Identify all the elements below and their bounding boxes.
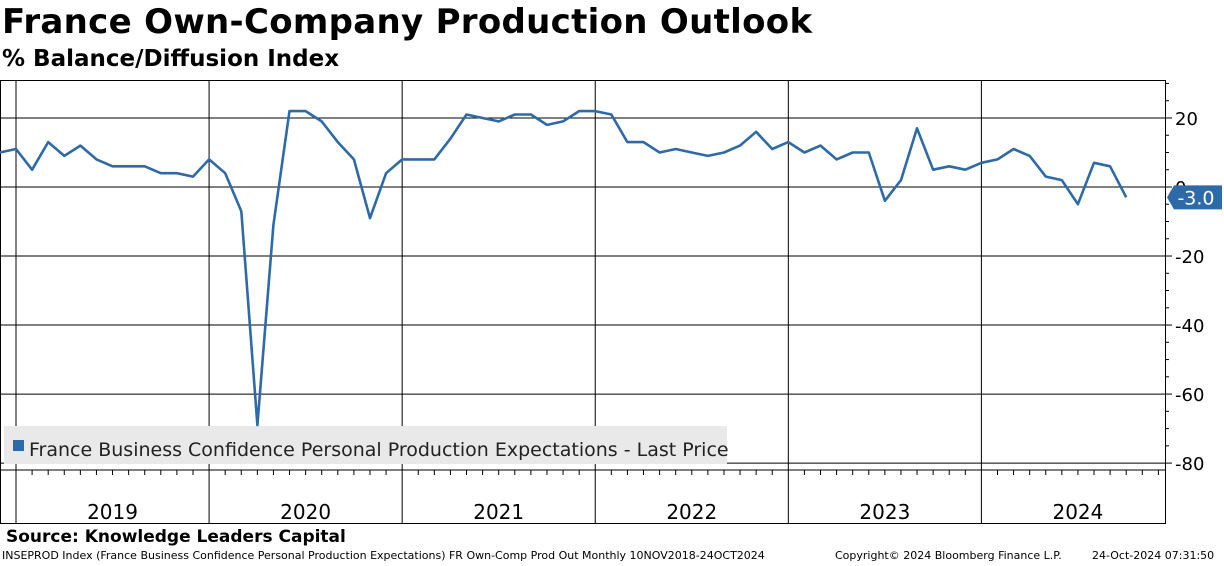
chart-title: France Own-Company Production Outlook <box>2 2 813 42</box>
y-tick-label: -40 <box>1175 316 1204 337</box>
legend: France Business Confidence Personal Prod… <box>4 426 729 464</box>
chart-subtitle: % Balance/Diffusion Index <box>2 46 340 72</box>
x-tick-label: 2024 <box>1052 500 1103 524</box>
copyright-text: Copyright© 2024 Bloomberg Finance L.P. <box>835 549 1062 562</box>
legend-background <box>4 426 727 464</box>
legend-swatch <box>13 440 24 451</box>
y-tick-label: 20 <box>1175 109 1198 130</box>
series-line <box>0 109 1128 427</box>
ticker-info: INSEPROD Index (France Business Confiden… <box>2 549 765 562</box>
x-tick-label: 2021 <box>473 500 524 524</box>
source-text: Source: Knowledge Leaders Capital <box>6 527 346 547</box>
last-value-badge-shape <box>1167 185 1222 210</box>
x-tick-label: 2019 <box>87 500 138 524</box>
legend-label: France Business Confidence Personal Prod… <box>29 439 729 461</box>
x-tick-label: 2023 <box>859 500 910 524</box>
y-tick-label: -20 <box>1175 247 1204 268</box>
y-tick-label: -60 <box>1175 385 1204 406</box>
last-value-badge: -3.0 <box>1167 185 1222 210</box>
plot-frame <box>0 80 1166 524</box>
x-tick-label: 2020 <box>280 500 331 524</box>
y-tick-label: -80 <box>1175 454 1204 475</box>
timestamp-text: 24-Oct-2024 07:31:50 <box>1092 549 1215 562</box>
last-value-label: -3.0 <box>1177 187 1214 209</box>
x-tick-label: 2022 <box>666 500 717 524</box>
